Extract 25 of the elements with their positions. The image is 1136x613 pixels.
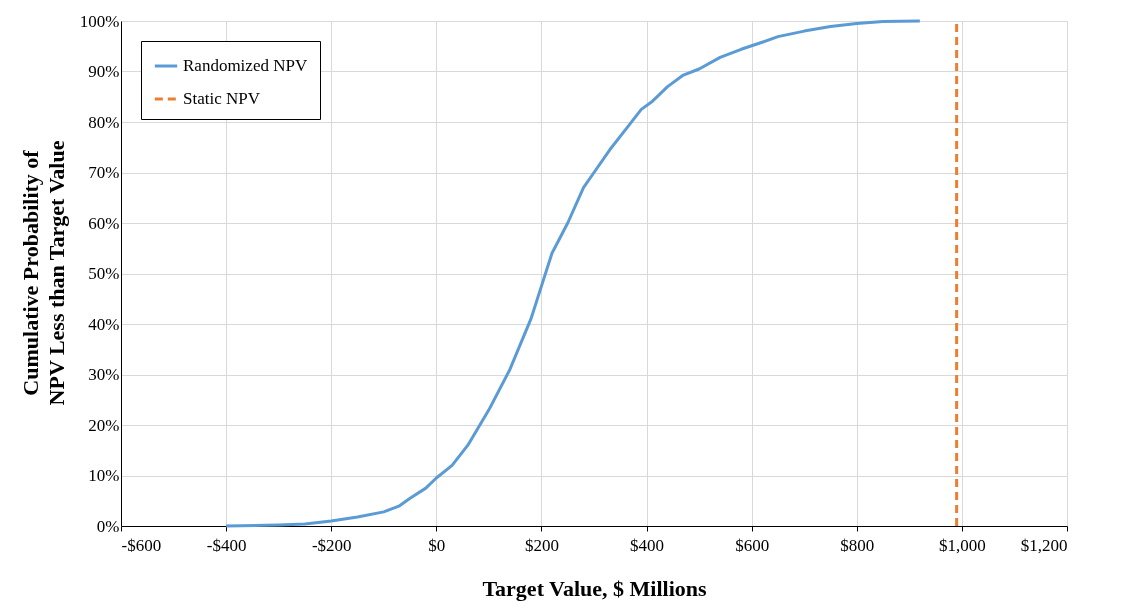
x-tick-label: $1,200	[1020, 535, 1068, 555]
legend-label: Randomized NPV	[183, 56, 308, 75]
x-tick-label: $200	[524, 535, 559, 555]
x-tick-label: $800	[840, 535, 875, 555]
y-tick-label: 90%	[88, 62, 120, 81]
x-tick-label: $0	[428, 535, 446, 555]
y-tick-label: 50%	[88, 264, 120, 283]
y-tick-label: 10%	[88, 466, 120, 485]
legend-label: Static NPV	[183, 89, 261, 108]
y-tick-label: 40%	[88, 314, 120, 334]
y-tick-label: 70%	[88, 163, 120, 182]
y-tick-label: 0%	[96, 516, 120, 536]
y-tick-label: 30%	[88, 365, 120, 384]
x-tick-label: $400	[630, 535, 665, 555]
x-tick-label: $1,000	[939, 535, 986, 555]
x-tick-label: -$600	[121, 535, 162, 555]
y-tick-label: 20%	[88, 415, 120, 435]
x-tick-label: -$200	[311, 535, 352, 555]
x-axis-title: Target Value, $ Millions	[482, 575, 707, 601]
y-tick-label: 80%	[88, 112, 120, 132]
y-axis-title: Cumulative Probability of NPV Less than Target Value	[18, 140, 69, 406]
y-tick-label: 60%	[88, 213, 120, 233]
y-tick-label: 100%	[79, 11, 120, 31]
x-tick-label: $600	[735, 535, 770, 555]
x-tick-label: -$400	[206, 535, 247, 555]
